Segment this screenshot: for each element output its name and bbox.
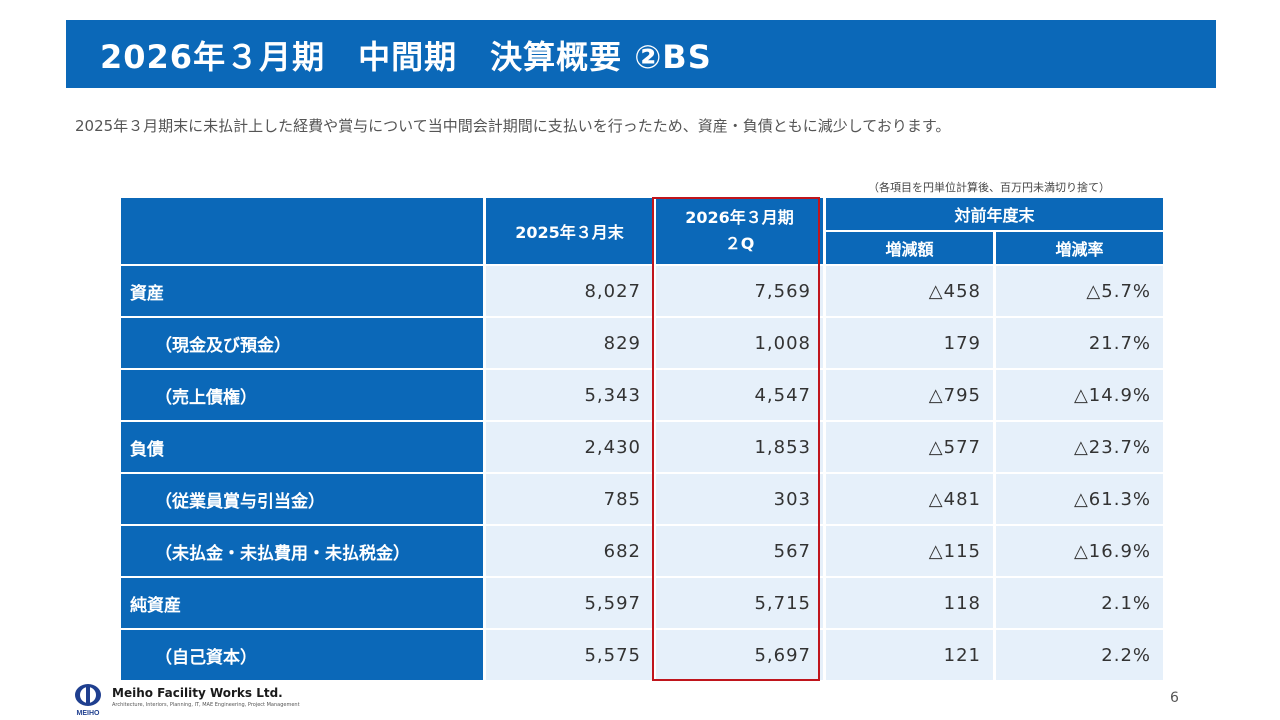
page-number: 6 bbox=[1170, 690, 1179, 706]
cell-curr: 1,008 bbox=[656, 318, 823, 368]
title-bar: 2026年３月期 中間期 決算概要 ②BS bbox=[66, 20, 1216, 88]
page-title: 2026年３月期 中間期 決算概要 ②BS bbox=[100, 38, 712, 76]
cell-prev: 785 bbox=[486, 474, 653, 524]
cell-rate: △61.3% bbox=[996, 474, 1163, 524]
company-name: Meiho Facility Works Ltd. bbox=[112, 686, 283, 700]
cell-curr: 567 bbox=[656, 526, 823, 576]
row-label: 資産 bbox=[121, 266, 483, 316]
cell-rate: △14.9% bbox=[996, 370, 1163, 420]
cell-curr: 5,697 bbox=[656, 630, 823, 680]
company-tagline: Architecture, Interiors, Planning, IT, M… bbox=[112, 702, 300, 708]
cell-diff: △115 bbox=[826, 526, 993, 576]
balance-sheet-table: 2025年３月末 2026年３月期 ２Q 対前年度末 増減額 増減率 資産 8,0… bbox=[118, 196, 1166, 682]
row-label: 負債 bbox=[121, 422, 483, 472]
cell-rate: △23.7% bbox=[996, 422, 1163, 472]
cell-curr: 303 bbox=[656, 474, 823, 524]
row-label: （従業員賞与引当金） bbox=[121, 474, 483, 524]
header-diff: 増減額 bbox=[826, 232, 993, 264]
table-row: 負債 2,430 1,853 △577 △23.7% bbox=[121, 422, 1163, 472]
table-row: （未払金・未払費用・未払税金） 682 567 △115 △16.9% bbox=[121, 526, 1163, 576]
cell-prev: 5,343 bbox=[486, 370, 653, 420]
cell-diff: △458 bbox=[826, 266, 993, 316]
row-label: （自己資本） bbox=[121, 630, 483, 680]
cell-diff: 179 bbox=[826, 318, 993, 368]
cell-rate: 2.1% bbox=[996, 578, 1163, 628]
cell-diff: 118 bbox=[826, 578, 993, 628]
cell-prev: 682 bbox=[486, 526, 653, 576]
header-group: 対前年度末 bbox=[826, 198, 1163, 230]
row-label: （売上債権） bbox=[121, 370, 483, 420]
cell-diff: △795 bbox=[826, 370, 993, 420]
header-blank bbox=[121, 198, 483, 264]
cell-curr: 1,853 bbox=[656, 422, 823, 472]
cell-rate: △16.9% bbox=[996, 526, 1163, 576]
table-row: 純資産 5,597 5,715 118 2.1% bbox=[121, 578, 1163, 628]
unit-note: （各項目を円単位計算後、百万円未満切り捨て） bbox=[868, 181, 1110, 194]
cell-diff: △481 bbox=[826, 474, 993, 524]
cell-diff: 121 bbox=[826, 630, 993, 680]
cell-rate: △5.7% bbox=[996, 266, 1163, 316]
cell-curr: 5,715 bbox=[656, 578, 823, 628]
cell-rate: 21.7% bbox=[996, 318, 1163, 368]
header-prev: 2025年３月末 bbox=[486, 198, 653, 264]
cell-prev: 2,430 bbox=[486, 422, 653, 472]
cell-prev: 8,027 bbox=[486, 266, 653, 316]
logo-text: MEIHO bbox=[77, 710, 101, 717]
table-row: （従業員賞与引当金） 785 303 △481 △61.3% bbox=[121, 474, 1163, 524]
header-rate: 増減率 bbox=[996, 232, 1163, 264]
cell-prev: 5,597 bbox=[486, 578, 653, 628]
table-row: （自己資本） 5,575 5,697 121 2.2% bbox=[121, 630, 1163, 680]
cell-rate: 2.2% bbox=[996, 630, 1163, 680]
cell-prev: 5,575 bbox=[486, 630, 653, 680]
table-row: （売上債権） 5,343 4,547 △795 △14.9% bbox=[121, 370, 1163, 420]
summary-text: 2025年３月期末に未払計上した経費や賞与について当中間会計期間に支払いを行った… bbox=[75, 117, 951, 135]
cell-diff: △577 bbox=[826, 422, 993, 472]
cell-prev: 829 bbox=[486, 318, 653, 368]
cell-curr: 7,569 bbox=[656, 266, 823, 316]
table-row: （現金及び預金） 829 1,008 179 21.7% bbox=[121, 318, 1163, 368]
row-label: 純資産 bbox=[121, 578, 483, 628]
row-label: （未払金・未払費用・未払税金） bbox=[121, 526, 483, 576]
row-label: （現金及び預金） bbox=[121, 318, 483, 368]
header-curr: 2026年３月期 ２Q bbox=[656, 198, 823, 264]
table-row: 資産 8,027 7,569 △458 △5.7% bbox=[121, 266, 1163, 316]
meiho-logo-icon: MEIHO bbox=[75, 684, 101, 717]
cell-curr: 4,547 bbox=[656, 370, 823, 420]
